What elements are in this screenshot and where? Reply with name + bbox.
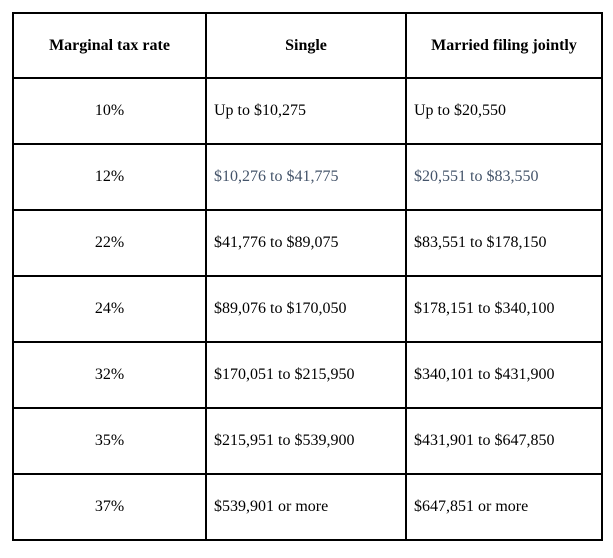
table-row: 24% $89,076 to $170,050 $178,151 to $340,1… [12, 275, 603, 343]
single-range-cell: $89,076 to $170,050 [205, 275, 407, 343]
table-row: 22% $41,776 to $89,075 $83,551 to $178,150 [12, 209, 603, 277]
rate-cell: 35% [12, 407, 207, 475]
married-range-cell: $20,551 to $83,550 [405, 143, 603, 211]
single-range-cell: $170,051 to $215,950 [205, 341, 407, 409]
rate-cell: 32% [12, 341, 207, 409]
table-row: 35% $215,951 to $539,900 $431,901 to $647,… [12, 407, 603, 475]
rate-cell: 37% [12, 473, 207, 541]
rate-cell: 10% [12, 77, 207, 145]
married-range-cell: Up to $20,550 [405, 77, 603, 145]
single-range-cell: $539,901 or more [205, 473, 407, 541]
rate-cell: 24% [12, 275, 207, 343]
single-range-cell: $10,276 to $41,775 [205, 143, 407, 211]
column-header-marginal-tax-rate: Marginal tax rate [12, 12, 207, 79]
rate-cell: 12% [12, 143, 207, 211]
married-range-cell: $178,151 to $340,100 [405, 275, 603, 343]
single-range-cell: Up to $10,275 [205, 77, 407, 145]
column-header-single: Single [205, 12, 407, 79]
table-body: 10% Up to $10,275 Up to $20,550 12% $10,276 … [12, 77, 603, 541]
married-range-cell: $83,551 to $178,150 [405, 209, 603, 277]
single-range-cell: $215,951 to $539,900 [205, 407, 407, 475]
column-header-married-filing-jointly: Married filing jointly [405, 12, 603, 79]
table-row: 32% $170,051 to $215,950 $340,101 to $431,… [12, 341, 603, 409]
married-range-cell: $340,101 to $431,900 [405, 341, 603, 409]
table-row: 10% Up to $10,275 Up to $20,550 [12, 77, 603, 145]
married-range-cell: $647,851 or more [405, 473, 603, 541]
married-range-cell: $431,901 to $647,850 [405, 407, 603, 475]
table-row: 12% $10,276 to $41,775 $20,551 to $83,550 [12, 143, 603, 211]
table-row: 37% $539,901 or more $647,851 or more [12, 473, 603, 541]
tax-brackets-table: Marginal tax rate Single Married filing … [12, 12, 603, 541]
header-row: Marginal tax rate Single Married filing … [12, 12, 603, 79]
rate-cell: 22% [12, 209, 207, 277]
single-range-cell: $41,776 to $89,075 [205, 209, 407, 277]
